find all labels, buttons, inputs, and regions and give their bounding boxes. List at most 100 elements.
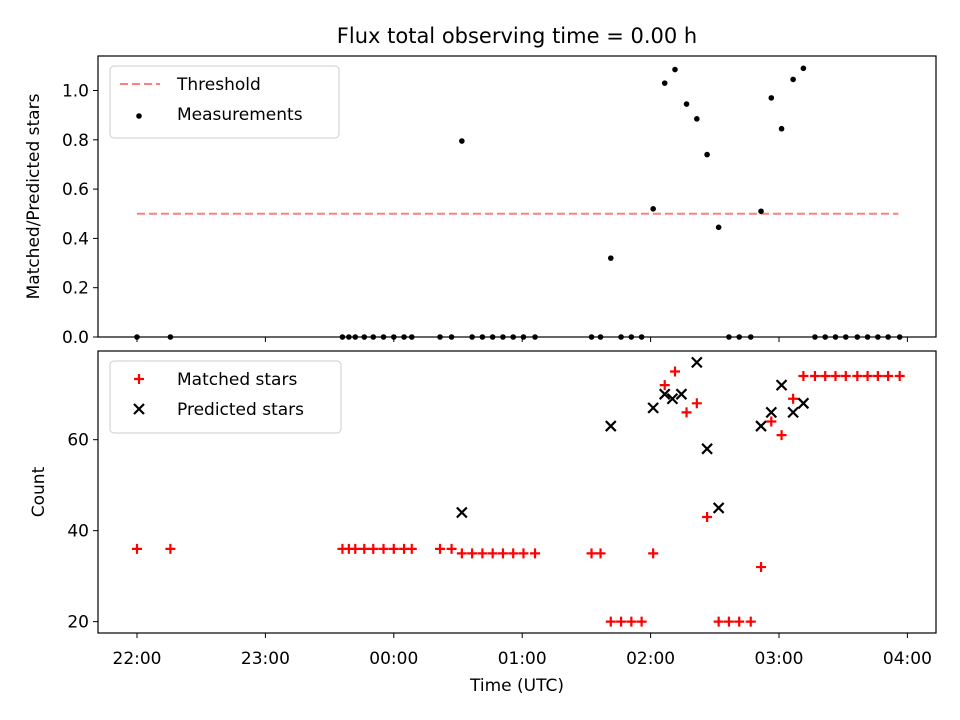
bottom-panel: 20 40 60 Count Matched stars Predicted stars bbox=[29, 350, 937, 638]
matched-point bbox=[406, 543, 417, 554]
predicted-point bbox=[765, 406, 778, 419]
matched-point bbox=[497, 548, 508, 559]
y-tick-label: 60 bbox=[67, 431, 89, 451]
predicted-point bbox=[658, 388, 671, 400]
matched-point bbox=[659, 380, 670, 391]
measurement-point bbox=[790, 76, 796, 83]
matched-point bbox=[368, 543, 379, 554]
legend-box bbox=[109, 360, 342, 434]
y-tick-label: 0.0 bbox=[62, 328, 89, 348]
matched-point bbox=[508, 548, 519, 559]
matched-point bbox=[132, 543, 142, 554]
predicted-point bbox=[456, 506, 468, 519]
matched-point bbox=[446, 543, 457, 554]
matched-point bbox=[350, 543, 361, 554]
matched-point bbox=[883, 371, 894, 382]
matched-point bbox=[681, 407, 692, 418]
y-tick-label: 0.8 bbox=[62, 131, 89, 151]
matched-point bbox=[713, 616, 724, 627]
matched-point bbox=[616, 616, 627, 627]
y-tick-label: 0.6 bbox=[62, 180, 89, 200]
y-tick-label: 40 bbox=[67, 522, 89, 542]
legend: Matched stars Predicted stars bbox=[109, 360, 342, 434]
matched-point bbox=[862, 371, 873, 382]
legend-predicted-swatch bbox=[133, 403, 145, 415]
predicted-point bbox=[775, 379, 788, 391]
matched-point bbox=[734, 616, 745, 627]
legend-label: Measurements bbox=[177, 105, 303, 125]
measurement-point bbox=[459, 138, 465, 144]
matched-point bbox=[518, 548, 529, 559]
matched-point bbox=[798, 371, 809, 382]
matched-point bbox=[477, 548, 488, 559]
y-tick-label: 0.2 bbox=[62, 279, 89, 299]
predicted-point bbox=[755, 420, 767, 432]
x-tick-label: 01:00 bbox=[498, 649, 547, 669]
y-tick-label: 0.4 bbox=[62, 229, 89, 249]
measurement-point bbox=[694, 116, 700, 122]
x-tick-label: 03:00 bbox=[755, 649, 804, 669]
matched-point bbox=[388, 543, 399, 554]
matched-point bbox=[852, 371, 863, 382]
matched-point bbox=[605, 616, 616, 627]
x-tick-label: 00:00 bbox=[369, 649, 418, 669]
predicted-point bbox=[691, 356, 703, 369]
predicted-point bbox=[675, 388, 688, 400]
measurement-point bbox=[715, 224, 722, 231]
matched-point bbox=[359, 543, 370, 554]
measurement-point bbox=[672, 66, 678, 73]
matched-point bbox=[809, 371, 820, 382]
legend-box bbox=[109, 65, 340, 139]
matched-point bbox=[840, 371, 851, 382]
legend-label: Matched stars bbox=[177, 370, 297, 390]
matched-point bbox=[756, 562, 767, 573]
measurement-point bbox=[704, 151, 710, 158]
legend-matched-swatch bbox=[134, 374, 144, 384]
legend: Threshold Measurements bbox=[109, 65, 340, 139]
predicted-point bbox=[712, 502, 725, 514]
measurement-point bbox=[650, 206, 656, 212]
top-panel: 0.0 0.2 0.4 0.6 0.8 1.0 Matched/Predicted star… bbox=[24, 55, 937, 348]
matched-point bbox=[691, 398, 702, 409]
measurement-point bbox=[778, 125, 785, 132]
measurement-point bbox=[607, 255, 614, 261]
y-tick-label: 20 bbox=[67, 613, 89, 633]
matched-point bbox=[830, 371, 841, 382]
matched-point bbox=[894, 371, 905, 382]
matched-point bbox=[378, 543, 389, 554]
x-tick-label: 22:00 bbox=[113, 649, 162, 669]
legend-label: Predicted stars bbox=[177, 400, 304, 420]
measurement-point bbox=[800, 65, 807, 72]
matched-point bbox=[165, 543, 176, 554]
matched-point bbox=[586, 548, 597, 559]
predicted-point bbox=[647, 402, 659, 414]
y-axis-label: Matched/Predicted stars bbox=[24, 93, 44, 299]
matched-point bbox=[723, 616, 734, 627]
measurement-point bbox=[683, 101, 690, 107]
y-axis-label: Count bbox=[29, 466, 49, 517]
matched-point bbox=[456, 548, 467, 559]
measurement-point bbox=[661, 80, 668, 86]
matched-point bbox=[776, 430, 787, 441]
matched-point bbox=[648, 548, 659, 559]
predicted-point bbox=[605, 420, 617, 432]
measurement-point bbox=[768, 95, 775, 101]
matched-point bbox=[872, 371, 883, 382]
predicted-point bbox=[787, 406, 799, 419]
matched-point bbox=[487, 548, 498, 559]
predicted-point bbox=[666, 392, 679, 405]
matched-point bbox=[530, 548, 541, 559]
x-tick-label: 02:00 bbox=[626, 649, 675, 669]
matched-point bbox=[788, 393, 799, 404]
matched-point bbox=[745, 616, 756, 627]
x-tick-label: 04:00 bbox=[883, 649, 932, 669]
matched-point bbox=[766, 416, 777, 427]
matched-point bbox=[669, 366, 680, 377]
axes-frame bbox=[97, 350, 937, 634]
legend-label: Threshold bbox=[176, 75, 261, 95]
measurement-point bbox=[758, 208, 764, 215]
matched-point bbox=[820, 371, 831, 382]
predicted-point bbox=[701, 443, 713, 455]
matched-point bbox=[636, 616, 647, 627]
